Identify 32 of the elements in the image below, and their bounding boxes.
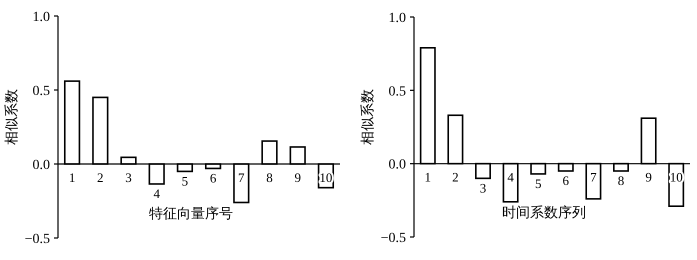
x-tick-label: 9 — [645, 170, 652, 185]
y-tick-label: −0.5 — [24, 232, 50, 247]
y-tick-label: 0.0 — [388, 158, 406, 173]
x-tick-label: 10 — [670, 170, 683, 185]
x-tick-label: 5 — [182, 173, 188, 188]
x-tick-label: 2 — [97, 170, 104, 185]
x-tick-label: 8 — [618, 173, 624, 188]
y-tick-label: 0.0 — [32, 158, 50, 173]
x-tick-label: 10 — [319, 170, 332, 185]
y-tick-label: 0.5 — [388, 84, 406, 100]
x-tick-label: 3 — [125, 170, 132, 185]
x-tick-label: 7 — [590, 170, 598, 185]
x-tick-label: 1 — [68, 170, 76, 185]
x-tick-label: 9 — [294, 170, 301, 185]
x-tick-label: 6 — [562, 173, 570, 188]
x-tick-label: 3 — [480, 180, 486, 196]
y-tick-label: 1.0 — [32, 10, 50, 25]
x-tick-label: 4 — [507, 170, 514, 185]
y-tick-label: 1.0 — [388, 11, 406, 26]
x-tick-label: 4 — [153, 186, 160, 201]
x-tick-label: 6 — [210, 170, 217, 186]
y-tick-label: 0.5 — [32, 84, 50, 99]
x-tick-label: 5 — [534, 176, 542, 191]
y-axis-title: 相似系数 — [4, 89, 20, 145]
y-tick-label: −0.5 — [380, 231, 406, 246]
x-tick-label: 8 — [266, 170, 273, 185]
x-tick-label: 1 — [424, 170, 432, 185]
x-axis-title: 时间系数序列 — [502, 205, 586, 221]
y-axis-title: 相似系数 — [360, 89, 376, 145]
x-axis-title: 特征向量序号 — [149, 206, 233, 222]
x-tick-label: 7 — [238, 170, 246, 185]
x-tick-label: 2 — [452, 170, 459, 185]
